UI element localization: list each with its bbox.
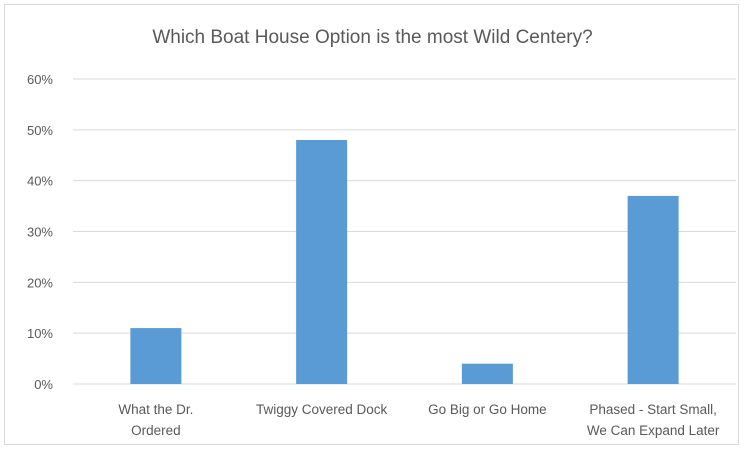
plot-area: 0% 10% 20% 30% 40% 50% 60% What the Dr. Ordered… — [27, 72, 736, 438]
y-tick-label: 60% — [27, 72, 53, 87]
y-tick-label: 50% — [27, 123, 53, 138]
bar — [130, 328, 182, 384]
bar — [627, 195, 679, 384]
bar — [296, 140, 348, 384]
chart-title: Which Boat House Option is the most Wild… — [152, 27, 593, 48]
gridlines — [73, 78, 736, 385]
bars — [130, 140, 679, 384]
y-axis-ticks: 0% 10% 20% 30% 40% 50% 60% — [27, 72, 53, 392]
y-tick-label: 20% — [27, 275, 53, 290]
x-category-label: Phased - Start Small, We Can Expand Later — [587, 402, 720, 438]
x-axis-categories: What the Dr. Ordered Twiggy Covered Dock Go… — [118, 402, 720, 438]
bar — [461, 363, 513, 384]
y-tick-label: 10% — [27, 326, 53, 341]
x-category-label: Twiggy Covered Dock — [256, 402, 388, 417]
chart-frame: Which Boat House Option is the most Wild… — [4, 4, 739, 445]
y-tick-label: 0% — [34, 377, 53, 392]
x-category-label: What the Dr. Ordered — [118, 402, 193, 438]
y-tick-label: 30% — [27, 225, 53, 240]
y-tick-label: 40% — [27, 174, 53, 189]
x-category-label: Go Big or Go Home — [428, 402, 547, 417]
